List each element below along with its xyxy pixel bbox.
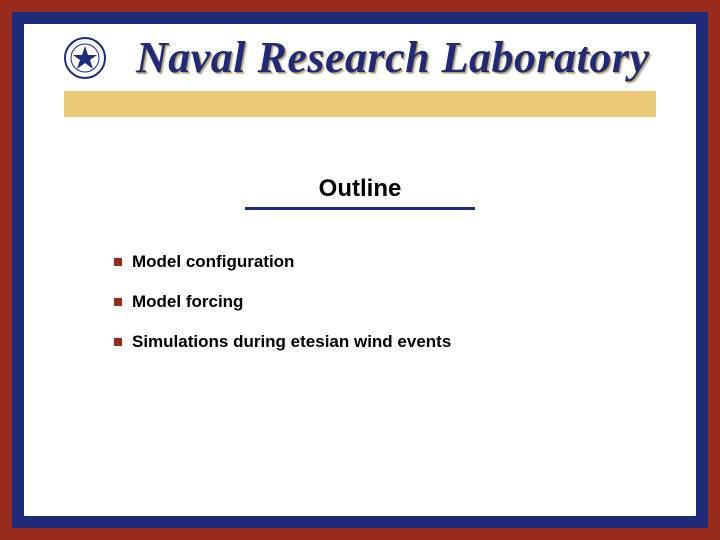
bullet-text: Model forcing xyxy=(132,292,243,312)
list-item: Model configuration xyxy=(114,252,696,272)
org-title: Naval Research Laboratory xyxy=(136,32,650,83)
title-underline xyxy=(245,207,475,210)
bullet-icon xyxy=(114,298,122,306)
bullet-text: Simulations during etesian wind events xyxy=(132,332,451,352)
inner-border: Naval Research Laboratory Outline Model … xyxy=(12,12,708,528)
bullet-list: Model configuration Model forcing Simula… xyxy=(114,252,696,352)
header: Naval Research Laboratory xyxy=(24,24,696,117)
nrl-seal-icon xyxy=(64,37,106,79)
list-item: Model forcing xyxy=(114,292,696,312)
yellow-bar xyxy=(64,91,656,117)
bullet-icon xyxy=(114,338,122,346)
list-item: Simulations during etesian wind events xyxy=(114,332,696,352)
outer-border: Naval Research Laboratory Outline Model … xyxy=(0,0,720,540)
slide-title: Outline xyxy=(24,175,696,203)
bullet-text: Model configuration xyxy=(132,252,294,272)
bullet-icon xyxy=(114,258,122,266)
title-row: Naval Research Laboratory xyxy=(24,32,696,83)
